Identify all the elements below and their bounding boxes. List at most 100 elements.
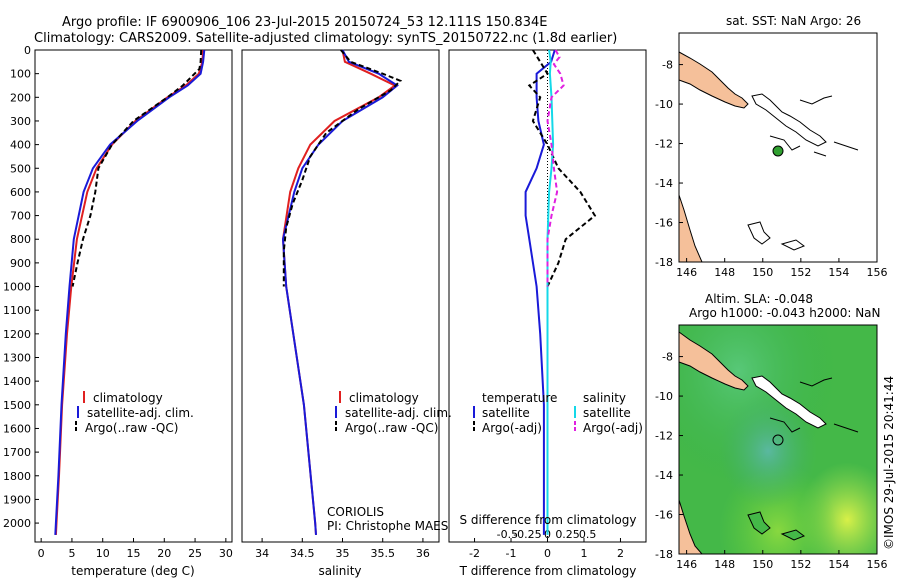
x-tick-label: 35: [336, 547, 350, 560]
depth-tick-label: 1600: [3, 422, 31, 435]
depth-tick-label: 700: [10, 210, 31, 223]
series-line-argo-raw-qc-: [282, 49, 403, 287]
depth-tick-label: 1300: [3, 352, 31, 365]
legend-s-argo-label: Argo(-adj): [583, 421, 643, 435]
islands-detail: [769, 95, 859, 157]
lon-tick-label: 148: [714, 266, 735, 279]
depth-tick-label: 1900: [3, 493, 31, 506]
legend-s-satellite-label: satellite: [583, 406, 631, 420]
legend-satellite-label-2: satellite-adj. clim.: [345, 406, 452, 420]
legend-t-satellite-label: satellite: [482, 406, 530, 420]
salinity-plot: 34 34.5 35 35.5 36: [255, 49, 430, 560]
islands-group: [751, 93, 827, 147]
s-tick-label: -0.5: [497, 528, 518, 541]
sst-map: 146 148 150 152 154 156 -8 -10 -12 -14 -16 -18: [655, 32, 888, 279]
map2-axes: 146 148 150 152 154 156 -8 -10 -12 -14 -16 -18: [655, 351, 887, 571]
lat-tick-label: -10: [655, 98, 673, 111]
sla-map-border: [678, 324, 878, 555]
coriolis-label: CORIOLIS: [327, 505, 384, 519]
series-line-argo-raw-qc-: [71, 49, 203, 287]
argo-location-marker: [772, 145, 784, 157]
legend-temperature-heading: temperature: [482, 391, 557, 405]
legend-climatology-label: climatology: [93, 391, 163, 405]
depth-tick-label: 1700: [3, 446, 31, 459]
lon-tick-label: 146: [676, 266, 697, 279]
new-guinea-land: [678, 51, 749, 109]
depth-tick-label: 100: [10, 68, 31, 81]
depth-tick-label: 1000: [3, 281, 31, 294]
x-tick-label: 1: [580, 547, 587, 560]
lon-tick-label: 152: [790, 266, 811, 279]
lat-tick-label: -16: [655, 217, 673, 230]
lon-tick-label: 146: [676, 558, 697, 571]
argo-location-marker-2: [772, 434, 784, 446]
depth-tick-label: 1100: [3, 304, 31, 317]
map2-title-line1: Altim. SLA: -0.048: [705, 292, 813, 306]
imos-watermark: ©IMOS 29-Jul-2015 20:41:44: [882, 376, 896, 550]
x-tick-label: 30: [219, 547, 233, 560]
x-tick-label: 0: [544, 547, 551, 560]
lat-tick-label: -8: [662, 59, 673, 72]
islands-group-2: [751, 375, 827, 429]
lat-tick-label: -8: [662, 351, 673, 364]
depth-tick-label: 200: [10, 91, 31, 104]
depth-tick-label: 300: [10, 115, 31, 128]
s-difference-axis-label: S difference from climatology: [460, 513, 637, 527]
new-guinea-land-2: [678, 331, 749, 391]
series-line-climatology: [281, 49, 397, 535]
depth-tick-label: 1200: [3, 328, 31, 341]
depth-tick-label: 1500: [3, 399, 31, 412]
lat-tick-label: -14: [655, 469, 673, 482]
x-tick-label: -1: [506, 547, 517, 560]
legend-argo-label-2: Argo(..raw -QC): [345, 421, 438, 435]
x-tick-label: -2: [469, 547, 480, 560]
lat-tick-label: -16: [655, 509, 673, 522]
x-tick-label: 5: [68, 547, 75, 560]
lat-tick-label: -14: [655, 177, 673, 190]
lon-tick-label: 156: [867, 266, 888, 279]
lat-tick-label: -18: [655, 256, 673, 269]
salinity-axis-label: salinity: [318, 564, 361, 578]
legend-salinity: climatology satellite-adj. clim. Argo(..…: [335, 391, 452, 435]
x-tick-label: 20: [157, 547, 171, 560]
lon-tick-label: 150: [752, 558, 773, 571]
series-line-salinity-argo-adj-: [546, 49, 565, 287]
series-line-salinity-satellite: [546, 49, 555, 535]
depth-axis: 0 100 200 300 400 500 600 700 800 900 1000 1100 1200…: [3, 44, 39, 530]
depth-tick-label: 2000: [3, 517, 31, 530]
difference-plot: -2 -1 0 1 2-0.5-0.25 0 0.25 0.5: [469, 49, 624, 560]
x-tick-label: 0: [38, 547, 45, 560]
lat-tick-label: -18: [655, 548, 673, 561]
legend-difference: temperature salinity satellite Argo(-adj…: [473, 391, 643, 435]
lat-tick-label: -12: [655, 138, 673, 151]
sla-map: 146 148 150 152 154 156 -8 -10 -12 -14 -16 -18: [655, 324, 888, 571]
x-tick-label: 36: [416, 547, 430, 560]
depth-tick-label: 0: [24, 44, 31, 57]
depth-tick-label: 600: [10, 186, 31, 199]
lon-tick-label: 152: [790, 558, 811, 571]
depth-tick-label: 1800: [3, 470, 31, 483]
lon-tick-label: 150: [752, 266, 773, 279]
pi-label: PI: Christophe MAES: [327, 519, 448, 533]
series-line-satellite-adj-clim-: [54, 49, 206, 535]
map1-axes: 146 148 150 152 154 156 -8 -10 -12 -14 -16 -18: [655, 59, 887, 279]
legend-t-argo-label: Argo(-adj): [482, 421, 542, 435]
x-tick-label: 34: [255, 547, 269, 560]
x-tick-label: 2: [617, 547, 624, 560]
depth-tick-label: 900: [10, 257, 31, 270]
legend-satellite-label: satellite-adj. clim.: [87, 406, 194, 420]
s-tick-label: 0.5: [579, 528, 597, 541]
s-tick-label: -0.25: [513, 528, 541, 541]
temperature-plot: 0 5 10 15 20 25 30: [38, 49, 233, 560]
series-line-temperature-argo-adj-: [527, 49, 597, 287]
legend-climatology-label-2: climatology: [349, 391, 419, 405]
lon-tick-label: 154: [828, 266, 849, 279]
figure-title-line1: Argo profile: IF 6900906_106 23-Jul-2015…: [62, 15, 547, 30]
depth-tick-label: 800: [10, 233, 31, 246]
islands-detail-2: [769, 377, 859, 433]
salinity-panel: [241, 49, 440, 543]
small-islands: [747, 221, 806, 251]
depth-tick-label: 400: [10, 139, 31, 152]
lon-tick-label: 156: [867, 558, 888, 571]
